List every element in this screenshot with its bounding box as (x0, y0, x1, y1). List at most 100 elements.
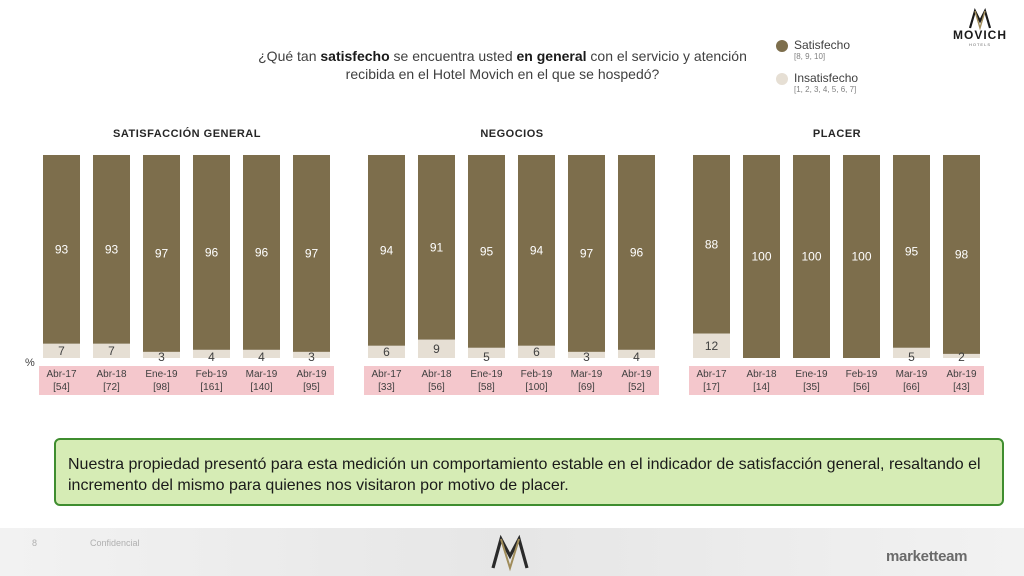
question-emphasis: en general (516, 48, 587, 64)
data-label-insatisfecho: 5 (908, 350, 915, 364)
movich-logo: MOVICH HOTELS (944, 8, 1016, 47)
bar-satisfecho (243, 155, 280, 350)
base-label: [66] (903, 382, 920, 393)
bar-insatisfecho (43, 343, 80, 358)
page-number: 8 (32, 538, 38, 548)
legend-swatch (776, 40, 788, 52)
bar-insatisfecho (193, 349, 230, 358)
category-label: Feb-19 (196, 369, 228, 380)
category-label: Abr-17 (371, 369, 401, 380)
base-label: [43] (953, 382, 970, 393)
bar-insatisfecho (143, 351, 180, 358)
base-label: [69] (578, 382, 595, 393)
data-label-satisfecho: 97 (305, 246, 319, 260)
bar-insatisfecho (243, 349, 280, 358)
movich-m-icon (491, 534, 529, 572)
bar-satisfecho (518, 155, 555, 346)
category-label: Ene-19 (470, 369, 503, 380)
bar-satisfecho (893, 155, 930, 348)
group-title-general: SATISFACCIÓN GENERAL (113, 128, 261, 140)
base-label: [33] (378, 382, 395, 393)
data-label-satisfecho: 94 (380, 243, 394, 257)
data-label-satisfecho: 93 (55, 242, 69, 256)
category-label-band (689, 366, 984, 395)
question-emphasis: satisfecho (320, 48, 390, 64)
base-label: [72] (103, 382, 120, 393)
question-text: se encuentra usted (389, 48, 517, 64)
data-label-insatisfecho: 6 (533, 345, 540, 359)
category-label: Ene-19 (795, 369, 828, 380)
base-label: [140] (250, 382, 272, 393)
data-label-insatisfecho: 4 (208, 350, 215, 364)
question-text: con el servicio y atención recibida en e… (345, 48, 747, 82)
logo-subtitle: HOTELS (968, 42, 991, 47)
bar-insatisfecho (293, 351, 330, 358)
bar-insatisfecho (893, 347, 930, 358)
legend-sublabel: [1, 2, 3, 4, 5, 6, 7] (794, 85, 857, 94)
data-label-insatisfecho: 4 (633, 350, 640, 364)
bar-insatisfecho (693, 333, 730, 358)
base-label: [98] (153, 382, 170, 393)
category-label-band (364, 366, 659, 395)
data-label-satisfecho: 96 (255, 245, 269, 259)
bar-satisfecho (568, 155, 605, 352)
category-label: Abr-17 (696, 369, 726, 380)
category-label-band (39, 366, 334, 395)
legend-swatch (776, 73, 788, 85)
bar-satisfecho (693, 155, 730, 334)
category-label: Ene-19 (145, 369, 178, 380)
bar-insatisfecho (468, 347, 505, 358)
base-label: [58] (478, 382, 495, 393)
category-label: Feb-19 (846, 369, 878, 380)
data-label-satisfecho: 93 (105, 242, 119, 256)
data-label-satisfecho: 96 (630, 245, 644, 259)
bar-insatisfecho (93, 343, 130, 358)
survey-question: ¿Qué tan satisfecho se encuentra usted e… (250, 47, 755, 83)
bar-insatisfecho (568, 351, 605, 358)
data-label-insatisfecho: 3 (308, 350, 315, 364)
base-label: [161] (200, 382, 222, 393)
data-label-insatisfecho: 2 (958, 350, 965, 364)
footer-confidential: Confidencial (90, 538, 140, 548)
data-label-insatisfecho: 3 (158, 350, 165, 364)
data-label-insatisfecho: 7 (58, 344, 65, 358)
legend-label: Satisfecho (794, 38, 851, 52)
data-label-satisfecho: 96 (205, 245, 219, 259)
legend-label: Insatisfecho (794, 71, 859, 85)
bar-satisfecho (793, 155, 830, 358)
base-label: [17] (703, 382, 720, 393)
bar-satisfecho (943, 155, 980, 354)
bar-satisfecho (418, 155, 455, 340)
category-label: Feb-19 (521, 369, 553, 380)
marketteam-logo: marketteam (886, 548, 968, 565)
category-label: Abr-18 (746, 369, 776, 380)
base-label: [56] (853, 382, 870, 393)
base-label: [56] (428, 382, 445, 393)
bar-insatisfecho (618, 349, 655, 358)
data-label-satisfecho: 91 (430, 240, 444, 254)
data-label-insatisfecho: 12 (705, 339, 719, 353)
base-label: [95] (303, 382, 320, 393)
bar-satisfecho (43, 155, 80, 344)
base-label: [100] (525, 382, 547, 393)
insight-callout: Nuestra propiedad presentó para esta med… (54, 438, 1004, 506)
data-label-satisfecho: 100 (801, 250, 821, 264)
data-label-satisfecho: 97 (155, 246, 169, 260)
category-label: Abr-19 (296, 369, 326, 380)
data-label-satisfecho: 88 (705, 237, 719, 251)
bar-satisfecho (93, 155, 130, 344)
data-label-satisfecho: 94 (530, 243, 544, 257)
bar-satisfecho (843, 155, 880, 358)
data-label-insatisfecho: 9 (433, 342, 440, 356)
bar-satisfecho (368, 155, 405, 346)
category-label: Abr-18 (96, 369, 126, 380)
logo-wordmark: MOVICH (953, 28, 1007, 42)
data-label-satisfecho: 100 (751, 250, 771, 264)
data-label-satisfecho: 98 (955, 247, 969, 261)
question-text: ¿Qué tan (258, 48, 321, 64)
category-label: Abr-19 (946, 369, 976, 380)
bar-satisfecho (468, 155, 505, 348)
data-label-insatisfecho: 3 (583, 350, 590, 364)
base-label: [35] (803, 382, 820, 393)
bar-satisfecho (293, 155, 330, 352)
